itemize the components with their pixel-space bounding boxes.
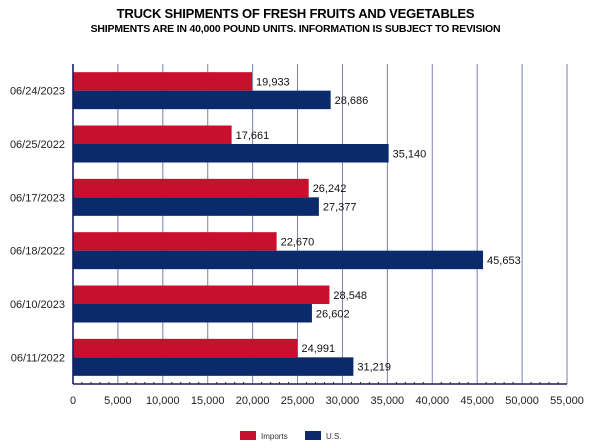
data-label: 26,602	[316, 308, 350, 320]
x-tick-label: 40,000	[415, 395, 449, 407]
legend-swatch	[240, 431, 256, 440]
bar	[73, 197, 319, 216]
category-label: 06/25/2022	[10, 139, 65, 151]
chart-subtitle: SHIPMENTS ARE IN 40,000 POUND UNITS. INF…	[90, 23, 501, 35]
category-label: 06/18/2022	[10, 246, 65, 258]
legend-swatch	[305, 431, 321, 440]
bars	[73, 72, 484, 376]
bar	[73, 90, 331, 110]
x-tick-label: 45,000	[460, 395, 494, 407]
x-tick-label: 10,000	[146, 395, 180, 407]
bar	[73, 232, 277, 251]
data-label: 19,933	[256, 76, 290, 88]
bar	[73, 72, 253, 91]
bar	[73, 144, 389, 163]
legend-label: Imports	[261, 432, 288, 441]
category-label: 06/10/2023	[10, 299, 65, 311]
x-tick-label: 35,000	[371, 395, 405, 407]
labels: 19,933 28,686 06/24/2023 17,661 35,140 06/25/…	[10, 76, 584, 407]
x-tick-label: 30,000	[326, 395, 360, 407]
data-label: 28,686	[335, 95, 369, 107]
x-tick-label: 20,000	[236, 395, 270, 407]
x-tick-label: 55,000	[550, 395, 584, 407]
data-label: 35,140	[393, 148, 427, 160]
data-label: 17,661	[236, 130, 270, 142]
category-label: 06/17/2023	[10, 192, 65, 204]
x-tick-label: 50,000	[505, 395, 539, 407]
bar	[73, 357, 354, 376]
bar	[73, 125, 232, 144]
bar	[73, 338, 298, 358]
gridlines	[117, 64, 568, 384]
axes	[72, 64, 567, 385]
x-tick-label: 15,000	[191, 395, 225, 407]
x-tick-label: 0	[70, 395, 76, 407]
bar	[73, 178, 309, 198]
category-label: 06/24/2023	[10, 86, 65, 98]
data-label: 31,219	[357, 362, 391, 374]
data-label: 22,670	[281, 236, 315, 248]
bar	[73, 250, 484, 270]
data-label: 27,377	[323, 202, 357, 214]
legend: Imports U.S.	[240, 431, 342, 441]
chart-title: TRUCK SHIPMENTS OF FRESH FRUITS AND VEGE…	[116, 6, 475, 21]
bar	[73, 304, 312, 323]
data-label: 26,242	[313, 183, 347, 195]
data-label: 24,991	[301, 343, 335, 355]
bar	[73, 285, 330, 304]
data-label: 45,653	[487, 255, 521, 267]
category-label: 06/11/2022	[11, 352, 65, 364]
legend-label: U.S.	[326, 432, 342, 441]
data-label: 28,548	[333, 290, 367, 302]
x-tick-label: 25,000	[281, 395, 315, 407]
x-tick-label: 5,000	[104, 395, 132, 407]
